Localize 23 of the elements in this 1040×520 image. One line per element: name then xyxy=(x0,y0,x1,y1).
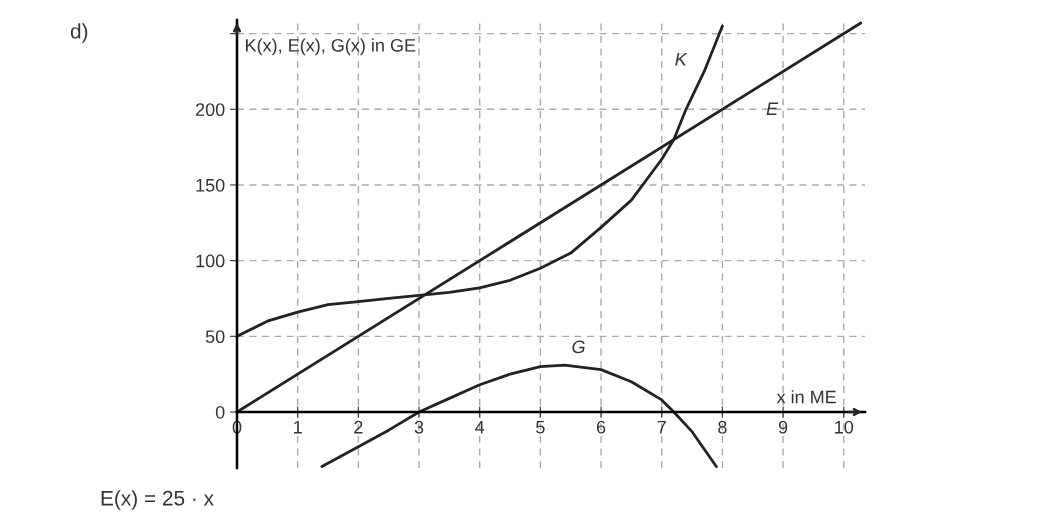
y-tick-label: 0 xyxy=(215,405,225,419)
series-label: K xyxy=(675,53,688,66)
x-tick-label: 4 xyxy=(475,421,485,434)
x-tick-label: 3 xyxy=(414,420,424,434)
text: E(x) = 25 · x xyxy=(101,490,214,510)
series-label: E xyxy=(766,102,779,115)
series-label: G xyxy=(572,340,585,354)
y-tick-label: 50 xyxy=(205,330,225,344)
x-tick-label: 10 xyxy=(835,420,854,434)
x-axis-title: x in ME xyxy=(776,390,836,404)
x-tick-label: 9 xyxy=(778,420,788,434)
x-tick-label: 7 xyxy=(657,421,666,434)
line-series xyxy=(320,363,718,468)
x-tick-label: 2 xyxy=(354,420,363,434)
y-axis-title: K(x), E(x), G(x) in GE xyxy=(246,38,416,56)
y-tick-label: 100 xyxy=(196,254,225,268)
text: d) xyxy=(70,23,88,43)
x-tick-label: 1 xyxy=(294,421,302,434)
x-tick-label: 5 xyxy=(536,421,545,434)
x-tick-label: 8 xyxy=(718,420,727,434)
x-tick-label: 6 xyxy=(596,420,606,434)
y-tick-label: 150 xyxy=(196,178,225,192)
y-tick-label: 200 xyxy=(195,103,225,117)
